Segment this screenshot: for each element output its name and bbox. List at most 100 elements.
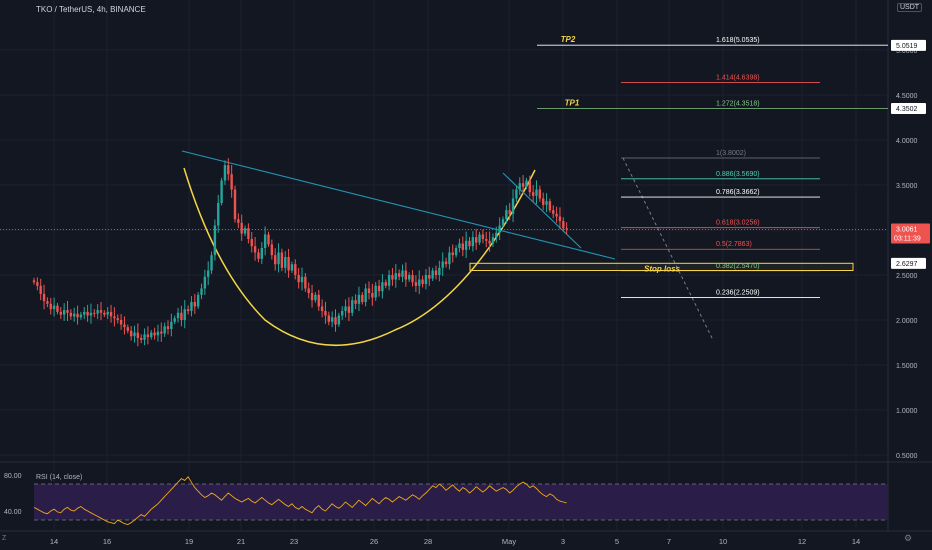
candle-body (558, 216, 562, 221)
candle-body (538, 189, 542, 199)
candle-body (180, 312, 183, 320)
cup-pattern-curve (183, 167, 536, 347)
fib-level-label: 0.886(3.5690) (716, 171, 760, 178)
candle-body (404, 270, 408, 280)
candle-body (428, 275, 431, 279)
stop-loss-zone (469, 262, 854, 271)
candle-body (387, 275, 391, 286)
candle-body (69, 312, 73, 317)
x-tick-label: 19 (185, 537, 193, 546)
current-price-tag (891, 223, 930, 244)
fib-level-label: 0.5(2.7863) (716, 241, 752, 248)
candle-body (495, 232, 498, 238)
chart-overlay: 1.618(5.0535) 1.414(4.6398) 1.272(4.3518) 1… (561, 35, 760, 296)
currency-label[interactable]: USDT (897, 3, 923, 12)
candle-body (163, 326, 166, 334)
candle-body (458, 243, 461, 248)
candle-body (123, 324, 126, 328)
candle-body (444, 261, 448, 265)
price-axis[interactable]: 0.50001.00001.50002.00002.50003.00003.50… (891, 39, 930, 460)
candle-body (56, 305, 59, 312)
candle-body (99, 310, 103, 313)
candle-body (237, 219, 240, 223)
chart-drawings (0, 44, 888, 347)
candle-body (408, 275, 411, 280)
candle-body (52, 305, 56, 310)
candle-body (79, 314, 83, 318)
candle-body (213, 225, 217, 256)
rsi-tick-label: 40.00 (4, 509, 22, 516)
candle-body (186, 309, 190, 311)
candle-body (421, 279, 424, 284)
candle-body (42, 293, 46, 302)
time-axis[interactable]: 14 16 19 21 23 26 28 May 3 5 7 10 12 14 (50, 537, 860, 546)
flag-trendline (502, 172, 582, 249)
candle-body (227, 165, 230, 175)
candle-body (240, 222, 243, 234)
candle-body (531, 192, 535, 196)
candle-body (160, 331, 163, 334)
x-tick-label: 10 (719, 537, 727, 546)
candle-body (280, 252, 284, 268)
candle-body (377, 285, 381, 292)
candle-body (32, 280, 36, 283)
candle-body (96, 310, 99, 314)
candle-body (330, 317, 334, 322)
rsi-legend[interactable]: RSI (14, close) (36, 474, 83, 481)
zoom-button[interactable]: Z (2, 535, 7, 542)
candle-body (337, 315, 341, 325)
candle-body (481, 234, 485, 239)
candle-body (401, 270, 404, 277)
candle-body (170, 321, 173, 329)
fib-level-label: 1.414(4.6398) (716, 74, 760, 81)
candle-body (76, 313, 79, 318)
candle-body (511, 198, 515, 214)
candle-body (119, 320, 123, 325)
candle-body (113, 316, 116, 319)
x-tick-label: 14 (852, 537, 860, 546)
candle-body (431, 270, 434, 279)
candle-body (300, 276, 304, 283)
grid-lines (0, 0, 932, 532)
x-tick-label: 21 (237, 537, 245, 546)
candle-body (200, 288, 203, 295)
candle-body (434, 270, 438, 275)
candle-body (508, 210, 511, 214)
y-tick-label: 1.0000 (896, 408, 918, 415)
gear-icon[interactable]: ⚙ (904, 533, 913, 543)
candle-body (39, 285, 42, 294)
candle-body (284, 257, 287, 268)
candle-body (454, 248, 458, 256)
fib-level-label: 0.382(2.5470) (716, 263, 760, 270)
candle-body (156, 331, 160, 336)
candle-body (297, 275, 300, 283)
candle-body (196, 294, 200, 307)
candle-body (515, 189, 518, 199)
candle-body (210, 255, 213, 271)
countdown-label: 03:11:39 (894, 235, 921, 242)
candle-body (166, 326, 170, 329)
y-tick-label: 1.5000 (896, 363, 918, 370)
candle-body (140, 338, 143, 340)
annotation-label: Stop loss (644, 264, 681, 273)
candle-body (448, 252, 451, 265)
symbol-title[interactable]: TKO / TetherUS, 4h, BINANCE (36, 5, 146, 14)
candle-body (146, 334, 150, 338)
candle-body (478, 234, 481, 243)
candle-body (126, 327, 129, 331)
rsi-line (33, 476, 567, 525)
candle-body (73, 313, 76, 317)
x-tick-label: 12 (798, 537, 806, 546)
rsi-panel: 80.00 40.00 (4, 473, 888, 525)
candle-body (304, 276, 307, 289)
candle-body (471, 237, 475, 247)
candle-body (62, 310, 66, 315)
candle-body (441, 261, 444, 268)
y-tick-label: 5.0000 (896, 48, 918, 55)
candle-body (36, 282, 39, 286)
candle-body (274, 255, 277, 265)
candle-body (418, 279, 421, 286)
candle-body (203, 276, 207, 289)
x-tick-label: 3 (561, 537, 565, 546)
